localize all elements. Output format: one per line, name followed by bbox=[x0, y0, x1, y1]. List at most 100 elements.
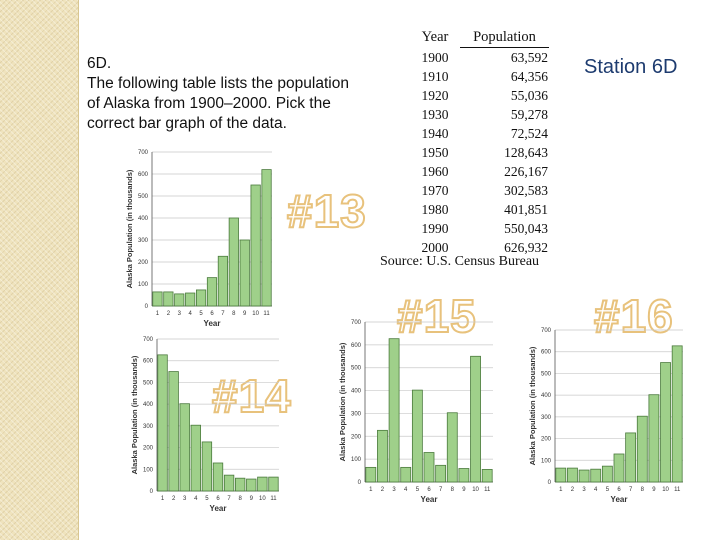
option-label-13: #13 bbox=[286, 185, 367, 237]
bar bbox=[246, 478, 257, 492]
bar bbox=[190, 424, 201, 492]
x-tick-label: 3 bbox=[392, 487, 396, 493]
bar-chart-option-16: 0 100 200 300 400 500 600 700 1 2 3 4 5 6 7 8 9 10 11 Year A… bbox=[528, 328, 683, 504]
table-cell-year: 1980 bbox=[421, 202, 449, 217]
bar bbox=[423, 452, 435, 483]
table-cell-year: 1900 bbox=[421, 49, 449, 65]
y-tick-label: 600 bbox=[541, 350, 552, 356]
x-tick-label: 3 bbox=[178, 311, 182, 317]
x-tick-label: 10 bbox=[252, 311, 259, 317]
x-tick-label: 7 bbox=[439, 487, 443, 493]
bar bbox=[458, 468, 470, 483]
table-row: 1910 64,356 bbox=[410, 67, 549, 86]
x-tick-label: 2 bbox=[167, 311, 171, 317]
x-tick-label: 3 bbox=[183, 496, 187, 502]
x-tick-label: 4 bbox=[404, 487, 408, 493]
y-axis-title: Alaska Population (in thousands) bbox=[130, 355, 139, 474]
bar bbox=[206, 277, 218, 307]
x-tick-label: 2 bbox=[172, 496, 176, 502]
bar bbox=[400, 466, 412, 483]
bar bbox=[377, 429, 388, 483]
x-tick-label: 1 bbox=[161, 496, 165, 502]
table-cell-year: 1990 bbox=[421, 221, 449, 236]
bar bbox=[152, 291, 163, 307]
table-row: 1900 63,592 bbox=[410, 48, 549, 68]
y-tick-label: 700 bbox=[143, 337, 154, 343]
x-tick-label: 2 bbox=[381, 487, 385, 493]
x-tick-label: 7 bbox=[629, 487, 633, 493]
y-tick-label: 200 bbox=[541, 437, 552, 443]
table-row: 1950 128,643 bbox=[410, 143, 549, 162]
y-tick-label: 300 bbox=[351, 411, 362, 417]
y-tick-label: 500 bbox=[143, 380, 154, 386]
y-tick-label: 0 bbox=[548, 480, 552, 486]
x-tick-label: 6 bbox=[210, 311, 214, 317]
x-axis-title: Year bbox=[204, 319, 221, 328]
x-tick-label: 10 bbox=[259, 496, 266, 502]
table-cell-population: 63,592 bbox=[510, 50, 548, 65]
x-tick-label: 11 bbox=[484, 487, 491, 493]
y-tick-label: 400 bbox=[351, 389, 362, 395]
x-tick-label: 4 bbox=[594, 487, 598, 493]
x-tick-label: 5 bbox=[199, 311, 203, 317]
bar bbox=[365, 466, 377, 483]
bar bbox=[157, 354, 168, 492]
y-tick-label: 200 bbox=[351, 434, 362, 440]
y-tick-label: 100 bbox=[143, 467, 154, 473]
y-tick-label: 500 bbox=[541, 371, 552, 377]
bar bbox=[601, 465, 613, 483]
x-tick-label: 5 bbox=[205, 496, 209, 502]
y-tick-label: 400 bbox=[138, 216, 149, 222]
x-tick-label: 8 bbox=[239, 496, 243, 502]
bar bbox=[578, 469, 590, 483]
bar bbox=[261, 169, 272, 307]
bar bbox=[648, 394, 660, 483]
x-axis-title: Year bbox=[210, 504, 227, 513]
x-tick-label: 8 bbox=[641, 487, 645, 493]
table-source: Source: U.S. Census Bureau bbox=[380, 254, 540, 269]
y-tick-label: 0 bbox=[150, 489, 154, 495]
table-cell-year: 2000 bbox=[421, 240, 449, 255]
x-tick-label: 9 bbox=[250, 496, 254, 502]
y-tick-label: 100 bbox=[138, 282, 149, 288]
y-tick-label: 300 bbox=[541, 415, 552, 421]
y-tick-label: 600 bbox=[138, 172, 149, 178]
y-tick-label: 200 bbox=[143, 446, 154, 452]
question-line: correct bar graph of the data. bbox=[87, 115, 287, 132]
bar bbox=[671, 345, 683, 483]
x-tick-label: 7 bbox=[221, 311, 225, 317]
bar bbox=[201, 441, 213, 492]
table-header-year: Year bbox=[421, 29, 449, 46]
x-axis-title: Year bbox=[421, 495, 438, 504]
bar bbox=[196, 289, 207, 307]
table-cell-population: 550,043 bbox=[504, 221, 548, 236]
table-cell-population: 226,167 bbox=[504, 164, 548, 179]
y-tick-label: 300 bbox=[138, 238, 149, 244]
x-tick-label: 2 bbox=[571, 487, 575, 493]
table-cell-year: 1930 bbox=[421, 107, 449, 122]
y-tick-label: 0 bbox=[358, 480, 362, 486]
bar bbox=[625, 432, 637, 483]
question-line: of Alaska from 1900–2000. Pick the bbox=[87, 95, 331, 112]
table-cell-year: 1940 bbox=[421, 126, 449, 141]
table-cell-population: 55,036 bbox=[510, 88, 548, 103]
table-cell-year: 1920 bbox=[421, 88, 449, 103]
bar bbox=[388, 338, 400, 483]
x-tick-label: 11 bbox=[674, 487, 681, 493]
bar bbox=[212, 462, 224, 492]
y-tick-label: 0 bbox=[145, 304, 149, 310]
x-tick-label: 7 bbox=[227, 496, 231, 502]
bar bbox=[481, 469, 493, 483]
table-row: 1970 302,583 bbox=[410, 181, 549, 200]
option-label-14: #14 bbox=[211, 370, 292, 422]
y-axis-title: Alaska Population (in thousands) bbox=[528, 346, 537, 465]
bar bbox=[257, 476, 268, 492]
bar bbox=[163, 291, 174, 307]
table-row: 1980 401,851 bbox=[410, 200, 549, 219]
x-tick-label: 1 bbox=[559, 487, 563, 493]
x-tick-label: 6 bbox=[216, 496, 220, 502]
table-row: 1920 55,036 bbox=[410, 86, 549, 105]
y-tick-label: 400 bbox=[143, 402, 154, 408]
table-cell-year: 1950 bbox=[421, 145, 449, 160]
x-tick-label: 10 bbox=[472, 487, 479, 493]
